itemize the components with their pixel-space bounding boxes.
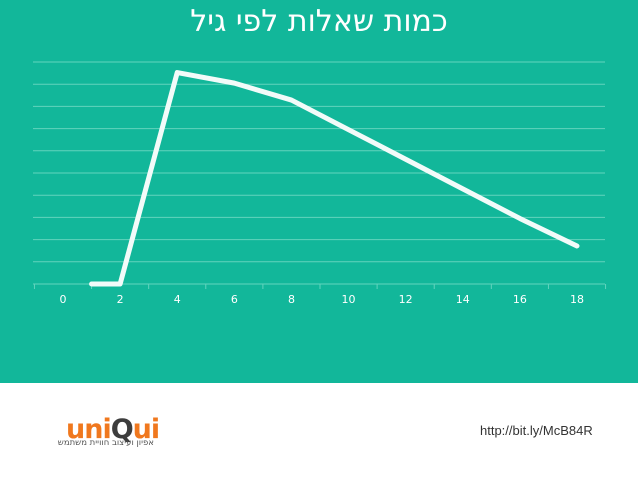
chart-title: כמות שאלות לפי גיל — [190, 4, 448, 39]
logo-text-ui: ui — [132, 414, 161, 445]
logo-tagline: אפיון ועיצוב חוויית משתמש — [57, 438, 154, 448]
logo-text-q: Q — [110, 414, 134, 445]
line-chart: 0 2 4 6 8 10 12 14 16 18 — [33, 61, 607, 306]
x-tick-label: 18 — [570, 293, 584, 306]
x-tick-label: 4 — [174, 293, 181, 306]
x-tick-label: 0 — [60, 293, 67, 306]
x-tick-label: 12 — [399, 293, 413, 306]
logo-text-uni: uni — [66, 414, 112, 445]
x-tick-label: 14 — [456, 293, 470, 306]
x-tick-label: 2 — [117, 293, 124, 306]
x-tick-label: 16 — [513, 293, 527, 306]
x-tick-label: 10 — [342, 293, 356, 306]
footer — [0, 383, 638, 479]
chart-area: 0 2 4 6 8 10 12 14 16 18 כמות שאלות לפי גיל — [0, 0, 638, 383]
series-line — [89, 70, 580, 287]
source-url[interactable]: http://bit.ly/McB84R — [480, 423, 593, 438]
x-tick-label: 6 — [231, 293, 238, 306]
x-tick-label: 8 — [288, 293, 295, 306]
uniqui-logo: uniQui — [66, 414, 161, 445]
